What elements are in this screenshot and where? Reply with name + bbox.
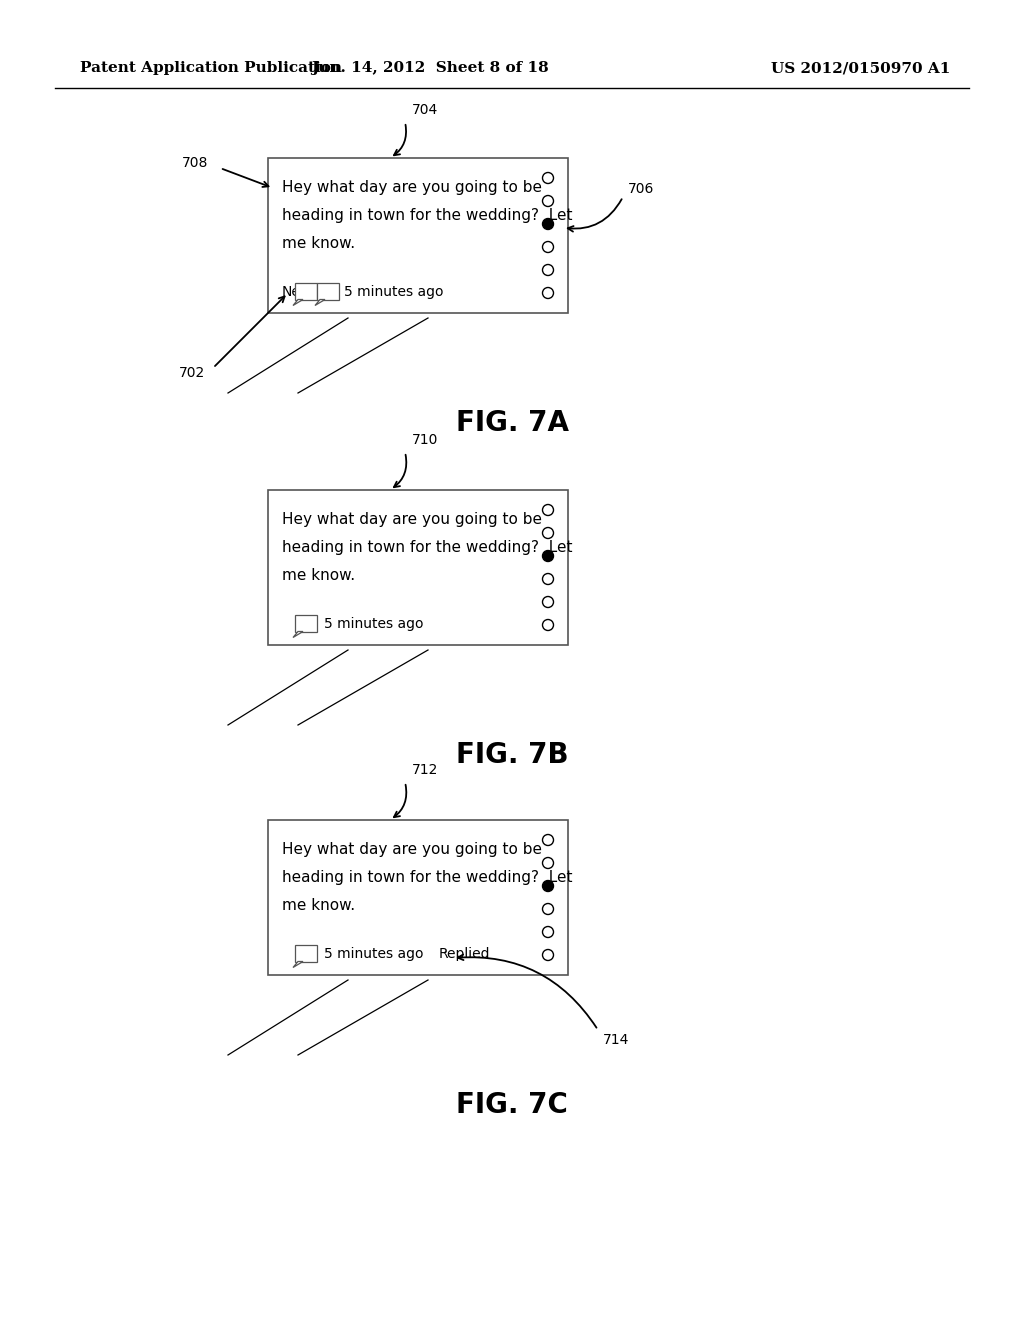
Text: me know.: me know. (282, 236, 355, 251)
Text: FIG. 7C: FIG. 7C (456, 1092, 568, 1119)
Circle shape (543, 619, 554, 631)
Bar (268, 158, 568, 313)
Bar (295, 945, 317, 961)
Text: 5 minutes ago: 5 minutes ago (324, 946, 424, 961)
Text: me know.: me know. (282, 568, 355, 583)
Circle shape (543, 834, 554, 846)
Bar (295, 615, 317, 631)
Text: FIG. 7A: FIG. 7A (456, 409, 568, 437)
Circle shape (543, 504, 554, 516)
Circle shape (543, 195, 554, 206)
Text: heading in town for the wedding?  Let: heading in town for the wedding? Let (282, 209, 572, 223)
Text: 5 minutes ago: 5 minutes ago (324, 616, 424, 631)
Text: FIG. 7B: FIG. 7B (456, 741, 568, 770)
Text: 710: 710 (412, 433, 438, 447)
Polygon shape (293, 961, 303, 968)
Text: US 2012/0150970 A1: US 2012/0150970 A1 (771, 61, 950, 75)
Text: Hey what day are you going to be: Hey what day are you going to be (282, 512, 542, 527)
Circle shape (543, 528, 554, 539)
Text: 714: 714 (603, 1034, 630, 1047)
Circle shape (543, 288, 554, 298)
Circle shape (543, 219, 554, 230)
Text: 708: 708 (181, 156, 208, 170)
Circle shape (543, 242, 554, 252)
Text: me know.: me know. (282, 898, 355, 913)
Circle shape (543, 173, 554, 183)
Text: 702: 702 (179, 366, 205, 380)
Circle shape (543, 880, 554, 891)
Circle shape (543, 264, 554, 276)
Bar (268, 820, 568, 975)
Text: New: New (282, 285, 312, 300)
Polygon shape (293, 300, 303, 305)
Polygon shape (293, 631, 303, 638)
Circle shape (543, 903, 554, 915)
Polygon shape (315, 300, 325, 305)
Bar (317, 282, 339, 300)
Text: 704: 704 (412, 103, 438, 117)
Text: Hey what day are you going to be: Hey what day are you going to be (282, 842, 542, 857)
Bar (295, 281, 317, 300)
Bar (295, 282, 317, 300)
Text: 712: 712 (412, 763, 438, 777)
Text: 706: 706 (628, 182, 654, 195)
Circle shape (543, 573, 554, 585)
Text: heading in town for the wedding?  Let: heading in town for the wedding? Let (282, 870, 572, 884)
Text: Hey what day are you going to be: Hey what day are you going to be (282, 180, 542, 195)
Bar (268, 490, 568, 645)
Text: 5 minutes ago: 5 minutes ago (344, 285, 443, 300)
Text: heading in town for the wedding?  Let: heading in town for the wedding? Let (282, 540, 572, 554)
Circle shape (543, 949, 554, 961)
Circle shape (543, 597, 554, 607)
Text: Replied: Replied (439, 946, 490, 961)
Text: Patent Application Publication: Patent Application Publication (80, 61, 342, 75)
Circle shape (543, 858, 554, 869)
Text: Jun. 14, 2012  Sheet 8 of 18: Jun. 14, 2012 Sheet 8 of 18 (311, 61, 549, 75)
Circle shape (543, 927, 554, 937)
Circle shape (543, 550, 554, 561)
